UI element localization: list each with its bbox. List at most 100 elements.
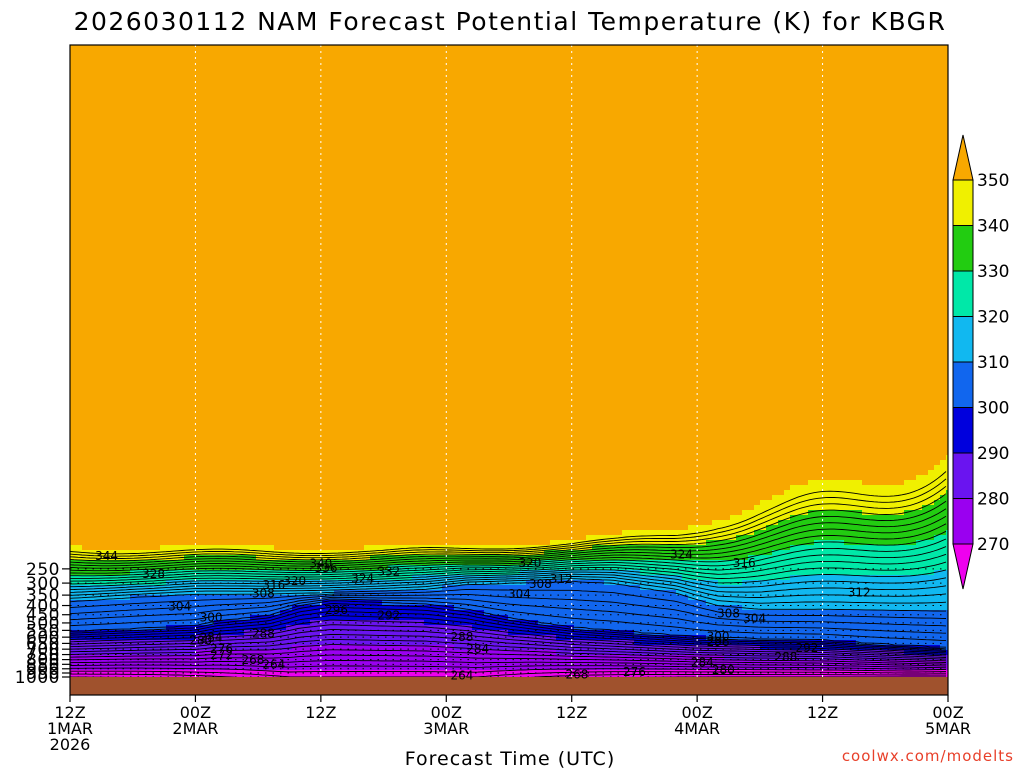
fill-cell	[256, 395, 263, 401]
fill-cell	[292, 255, 299, 261]
fill-cell	[148, 295, 155, 301]
fill-cell	[166, 245, 173, 251]
fill-cell	[118, 155, 125, 161]
fill-cell	[250, 660, 257, 666]
fill-cell	[250, 585, 257, 591]
fill-cell	[172, 240, 179, 246]
fill-cell	[70, 80, 77, 86]
fill-cell	[286, 330, 293, 336]
fill-cell	[274, 490, 281, 496]
fill-cell	[166, 300, 173, 306]
fill-cell	[136, 470, 143, 476]
fill-cell	[112, 320, 119, 326]
fill-cell	[142, 160, 149, 166]
fill-cell	[154, 630, 161, 636]
fill-cell	[214, 480, 221, 486]
fill-cell	[148, 55, 155, 61]
fill-cell	[196, 395, 203, 401]
fill-cell	[292, 210, 299, 216]
fill-cell	[208, 65, 215, 71]
fill-cell	[100, 525, 107, 531]
fill-cell	[88, 375, 95, 381]
fill-cell	[238, 605, 245, 611]
fill-cell	[106, 200, 113, 206]
fill-cell	[172, 55, 179, 61]
fill-cell	[166, 305, 173, 311]
fill-cell	[76, 180, 83, 186]
fill-cell	[130, 635, 137, 641]
fill-cell	[130, 465, 137, 471]
fill-cell	[148, 410, 155, 416]
fill-cell	[262, 315, 269, 321]
fill-cell	[166, 480, 173, 486]
fill-cell	[262, 535, 269, 541]
fill-cell	[148, 525, 155, 531]
fill-cell	[232, 460, 239, 466]
fill-cell	[94, 335, 101, 341]
fill-cell	[118, 395, 125, 401]
fill-cell	[178, 525, 185, 531]
fill-cell	[76, 220, 83, 226]
fill-cell	[94, 230, 101, 236]
fill-cell	[166, 195, 173, 201]
fill-cell	[100, 140, 107, 146]
fill-cell	[220, 125, 227, 131]
fill-cell	[112, 560, 119, 566]
fill-cell	[130, 310, 137, 316]
fill-cell	[286, 370, 293, 376]
fill-cell	[262, 105, 269, 111]
fill-cell	[70, 275, 77, 281]
fill-cell	[214, 45, 221, 51]
fill-cell	[154, 360, 161, 366]
fill-cell	[286, 660, 293, 666]
fill-cell	[208, 145, 215, 151]
fill-cell	[142, 520, 149, 526]
fill-cell	[220, 340, 227, 346]
fill-cell	[274, 360, 281, 366]
fill-cell	[214, 445, 221, 451]
fill-cell	[208, 495, 215, 501]
fill-cell	[166, 375, 173, 381]
fill-cell	[202, 595, 209, 601]
fill-cell	[184, 655, 191, 661]
fill-cell	[238, 160, 245, 166]
fill-cell	[202, 85, 209, 91]
fill-cell	[202, 245, 209, 251]
fill-cell	[262, 85, 269, 91]
fill-cell	[220, 295, 227, 301]
fill-cell	[124, 165, 131, 171]
fill-cell	[154, 60, 161, 66]
fill-cell	[70, 385, 77, 391]
fill-cell	[130, 205, 137, 211]
fill-cell	[82, 370, 89, 376]
fill-cell	[76, 515, 83, 521]
fill-cell	[208, 265, 215, 271]
fill-cell	[232, 195, 239, 201]
fill-cell	[286, 535, 293, 541]
fill-cell	[100, 650, 107, 656]
fill-cell	[298, 110, 305, 116]
fill-cell	[286, 375, 293, 381]
fill-cell	[118, 625, 125, 631]
fill-cell	[112, 80, 119, 86]
fill-cell	[100, 445, 107, 451]
fill-cell	[256, 410, 263, 416]
fill-cell	[196, 195, 203, 201]
fill-cell	[268, 470, 275, 476]
fill-cell	[196, 240, 203, 246]
fill-cell	[292, 415, 299, 421]
fill-cell	[178, 135, 185, 141]
fill-cell	[160, 175, 167, 181]
fill-cell	[118, 185, 125, 191]
fill-cell	[298, 85, 305, 91]
fill-cell	[286, 130, 293, 136]
fill-cell	[244, 270, 251, 276]
fill-cell	[226, 245, 233, 251]
fill-cell	[196, 150, 203, 156]
fill-cell	[178, 580, 185, 586]
fill-cell	[88, 650, 95, 656]
fill-cell	[238, 500, 245, 506]
fill-cell	[292, 185, 299, 191]
fill-cell	[154, 605, 161, 611]
fill-cell	[148, 320, 155, 326]
